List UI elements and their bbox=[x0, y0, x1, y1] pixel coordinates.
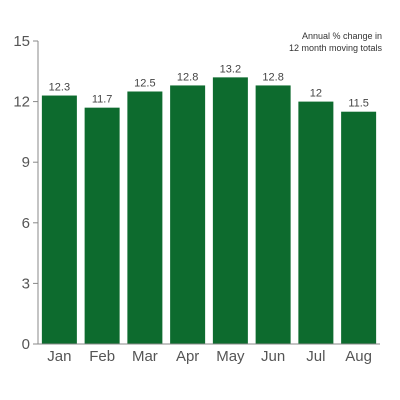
x-axis: Jan Feb Mar Apr May Jun Jul Aug bbox=[38, 343, 380, 365]
y-tick-label: 15 bbox=[13, 33, 30, 50]
x-tick-label: May bbox=[216, 348, 245, 365]
bar-value-label: 12 bbox=[310, 88, 322, 100]
bar-value-label: 12.3 bbox=[49, 82, 70, 94]
annotation-line-2: 12 month moving totals bbox=[289, 43, 383, 53]
bar-value-label: 13.2 bbox=[220, 63, 241, 75]
y-tick-label: 3 bbox=[22, 275, 30, 292]
bar bbox=[170, 85, 206, 344]
bar-value-label: 12.8 bbox=[262, 71, 283, 83]
bar bbox=[298, 101, 334, 344]
y-axis: 0 3 6 9 12 15 bbox=[13, 33, 39, 353]
y-tick-label: 0 bbox=[22, 336, 30, 353]
bar bbox=[341, 111, 377, 344]
chart-annotation: Annual % change in 12 month moving total… bbox=[289, 31, 383, 53]
bar-value-label: 11.5 bbox=[348, 98, 369, 110]
y-tick-label: 12 bbox=[13, 94, 30, 111]
bars-group: 12.3 11.7 12.5 12.8 13.2 12.8 12 11.5 bbox=[41, 63, 377, 345]
bar bbox=[84, 107, 120, 344]
x-tick-label: Aug bbox=[345, 348, 372, 365]
y-tick-label: 9 bbox=[22, 154, 30, 171]
x-tick-label: Jun bbox=[261, 348, 285, 365]
bar bbox=[127, 91, 163, 344]
y-tick-label: 6 bbox=[22, 215, 30, 232]
x-tick-label: Jul bbox=[306, 348, 325, 365]
x-tick-label: Mar bbox=[132, 348, 158, 365]
x-tick-label: Jan bbox=[47, 348, 71, 365]
bar bbox=[41, 95, 77, 344]
bar bbox=[255, 85, 291, 344]
x-tick-label: Apr bbox=[176, 348, 199, 365]
bar-value-label: 12.5 bbox=[134, 78, 155, 90]
bar-value-label: 11.7 bbox=[92, 94, 113, 106]
bar-value-label: 12.8 bbox=[177, 71, 198, 83]
bar bbox=[212, 77, 248, 345]
x-tick-label: Feb bbox=[89, 348, 115, 365]
annotation-line-1: Annual % change in bbox=[302, 31, 382, 41]
